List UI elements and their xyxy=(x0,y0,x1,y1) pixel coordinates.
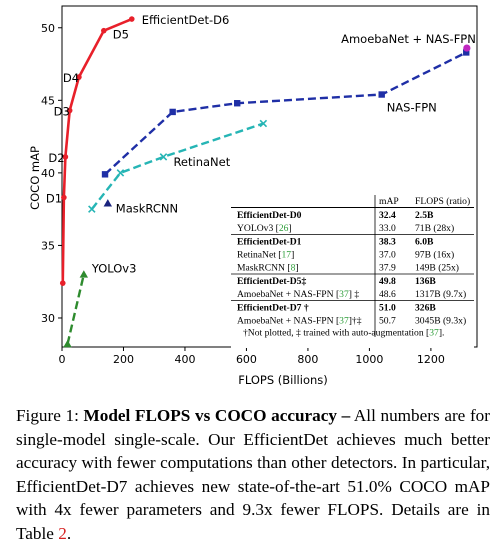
table-model-cell: EfficientDet-D5‡ xyxy=(237,276,306,287)
data-point xyxy=(59,280,66,286)
table-footnote: †Not plotted, ‡ trained with auto-augmen… xyxy=(243,328,444,339)
table-map-cell: 50.7 xyxy=(379,316,396,327)
figure-chart: 0 200 400 600 800 1000 1200 30 35 40 45 50 FLOPS (B… xyxy=(28,5,478,387)
table-model-cell: AmoebaNet + NAS-FPN [37] ‡ xyxy=(237,289,359,300)
point-label: EfficientDet-D6 xyxy=(142,13,230,27)
y-tick-label: 35 xyxy=(41,239,55,252)
figure-caption: Figure 1: Model FLOPS vs COCO accuracy –… xyxy=(16,404,490,545)
table-model-cell: YOLOv3 [26] xyxy=(237,223,292,234)
series-layer: D1 D2 D3 D4 D5 EfficientDet-D6 YOLOv3 MaskRCNN R… xyxy=(46,13,476,348)
table-flops-cell: 1317B (9.7x) xyxy=(415,289,466,300)
series-label: MaskRCNN xyxy=(116,201,178,215)
x-tick-label: 800 xyxy=(297,353,318,366)
x-axis-label: FLOPS (Billions) xyxy=(238,373,328,387)
data-point xyxy=(378,91,385,98)
table-flops-cell: 2.5B xyxy=(415,210,434,221)
series-line xyxy=(61,17,133,284)
point-label: D4 xyxy=(63,71,79,85)
data-point xyxy=(259,119,268,128)
data-point xyxy=(101,27,107,34)
data-point xyxy=(463,44,471,52)
table-model-cell: EfficientDet-D1 xyxy=(237,237,302,248)
data-point xyxy=(128,16,135,22)
table-model-cell: EfficientDet-D0 xyxy=(237,210,302,221)
table-map-cell: 33.0 xyxy=(379,223,396,234)
series-nas-fpn xyxy=(101,49,470,178)
x-tick-label: 600 xyxy=(236,353,257,366)
series-retinanet xyxy=(88,119,268,213)
y-tick-label: 50 xyxy=(41,22,55,35)
point-label: D5 xyxy=(113,28,129,42)
axis-ticks: 0 200 400 600 800 1000 1200 30 35 40 45 50 xyxy=(41,22,445,366)
caption-body: All numbers are for single-model single-… xyxy=(16,406,490,543)
y-tick-label: 30 xyxy=(41,312,55,325)
data-point xyxy=(234,100,241,107)
table-flops-cell: 6.0B xyxy=(415,237,434,248)
table-map-cell: 37.0 xyxy=(379,250,396,261)
data-point xyxy=(169,108,176,116)
data-point xyxy=(76,74,82,80)
data-point xyxy=(103,199,113,207)
table-flops-cell: 326B xyxy=(415,303,436,314)
table-background xyxy=(231,196,474,348)
table-header-map: mAP xyxy=(379,196,399,207)
series-line xyxy=(90,122,264,210)
data-point xyxy=(88,205,96,213)
caption-title: Model FLOPS vs COCO accuracy – xyxy=(83,406,351,425)
data-point xyxy=(63,339,72,348)
table-flops-cell: 149B (25x) xyxy=(415,263,459,274)
series-yolov3 xyxy=(63,270,89,348)
x-tick-label: 1000 xyxy=(355,353,383,366)
table-header-flops: FLOPS (ratio) xyxy=(415,196,470,207)
data-point xyxy=(66,107,73,114)
table-map-cell: 48.6 xyxy=(379,289,396,300)
caption-prefix: Figure 1: xyxy=(16,406,84,425)
series-label: YOLOv3 xyxy=(91,261,137,275)
series-label: NAS-FPN xyxy=(387,101,437,115)
table-map-cell: 51.0 xyxy=(379,303,396,314)
results-table: mAP FLOPS (ratio) EfficientDet-D0 32.4 2.5B Y… xyxy=(231,195,474,348)
x-tick-label: 1200 xyxy=(417,353,445,366)
table-flops-cell: 3045B (9.3x) xyxy=(415,316,466,327)
table-flops-cell: 136B xyxy=(415,276,436,287)
table-map-cell: 37.9 xyxy=(379,263,396,274)
y-tick-label: 45 xyxy=(41,94,55,107)
series-efficientdet xyxy=(59,16,135,286)
table-model-cell: RetinaNet [17] xyxy=(237,250,294,261)
table-flops-cell: 71B (28x) xyxy=(415,223,454,234)
data-point xyxy=(101,171,109,178)
table-flops-cell: 97B (16x) xyxy=(415,250,454,261)
series-amoebanet-nas-fpn xyxy=(463,44,471,52)
table-model-cell: AmoebaNet + NAS-FPN [37]†‡ xyxy=(237,316,362,327)
table-map-cell: 32.4 xyxy=(379,210,396,221)
table-map-cell: 38.3 xyxy=(379,237,396,248)
y-axis-label: COCO mAP xyxy=(28,146,42,210)
data-point xyxy=(62,154,69,160)
point-label: D1 xyxy=(46,192,62,206)
series-maskrcnn xyxy=(103,199,113,207)
point-label: D2 xyxy=(48,151,64,165)
y-tick-label: 40 xyxy=(41,167,55,180)
series-label: AmoebaNet + NAS-FPN xyxy=(341,32,476,46)
table-model-cell: MaskRCNN [8] xyxy=(237,263,299,274)
data-point xyxy=(79,270,89,278)
caption-table-ref[interactable]: 2 xyxy=(58,523,67,543)
data-point xyxy=(159,153,168,161)
x-tick-label: 400 xyxy=(174,353,195,366)
series-line xyxy=(66,274,85,345)
x-tick-label: 0 xyxy=(59,353,66,366)
data-point xyxy=(116,169,125,177)
data-point xyxy=(463,49,470,56)
series-label: RetinaNet xyxy=(173,155,230,169)
point-label: D3 xyxy=(54,104,70,118)
data-point xyxy=(61,194,67,201)
table-map-cell: 49.8 xyxy=(379,276,396,287)
x-tick-label: 200 xyxy=(113,353,134,366)
caption-suffix: . xyxy=(66,523,72,543)
table-model-cell: EfficientDet-D7 † xyxy=(237,303,309,314)
